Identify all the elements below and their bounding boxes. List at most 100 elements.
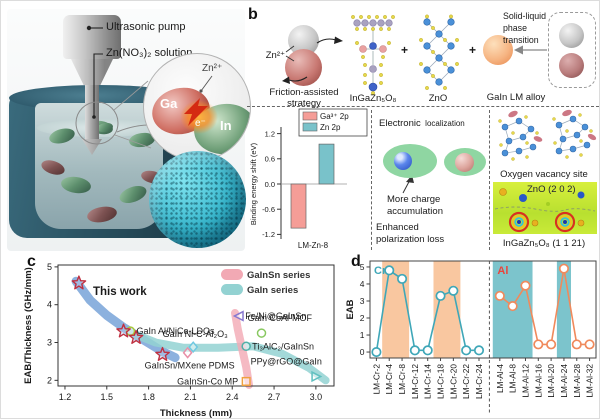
x-tick-label: LM-Cr-20: [448, 364, 458, 399]
x-tick-label: LM-Al-4: [495, 364, 505, 393]
spark-glow: [180, 100, 218, 134]
lightning-icon: [184, 98, 208, 126]
lm-particle-sphere: [285, 49, 322, 86]
ga-label: Ga: [160, 96, 178, 111]
porous-microsphere: [149, 151, 246, 248]
y-tick-label: -0.6: [262, 205, 275, 214]
data-point-LM-Al-24: [558, 263, 569, 274]
point-label: Fe/Ni@GaInSn: [245, 311, 306, 321]
legend-swatch: [221, 269, 243, 280]
legend-swatch: [302, 122, 318, 132]
this-work-star: [71, 275, 87, 290]
panel-b-label: b: [248, 6, 258, 23]
data-point-LM-Al-28: [571, 339, 582, 350]
data-point-LM-Cr-2: [371, 346, 382, 358]
x-tick-label: 2.7: [268, 392, 281, 402]
data-point-circle: [241, 341, 251, 352]
data-point-LM-Cr-22: [461, 345, 472, 356]
data-point-square: [241, 376, 251, 387]
y-tick-label: 0.6: [265, 155, 275, 164]
x-tick-label: LM-Cr-24: [474, 364, 484, 399]
x-tick-label: 2.4: [226, 392, 239, 402]
transition-arrow-icon: [514, 45, 523, 55]
legend-label: GaIn series: [247, 285, 298, 296]
data-point-triangle-right: [311, 370, 323, 383]
x-tick-label: LM-Cr-18: [436, 364, 446, 399]
y-axis-title: EAB/Thickness (GHz/mm): [23, 267, 34, 384]
legend-label: Ga³⁺ 2p: [320, 112, 349, 121]
igzo-plane-label: InGaZn₅O₈ (1 1 21): [502, 238, 586, 249]
x-tick-label: LM-Al-16: [533, 364, 543, 398]
data-point-LM-Cr-14: [422, 345, 433, 356]
pointer-dot: [92, 115, 96, 119]
plus-sign: +: [401, 43, 409, 57]
electronic-localization-title: Electronic localization: [379, 118, 465, 129]
ga-in-inset: Ga In e⁻ Zn²⁺: [143, 53, 251, 161]
molecule-ingazn5o8: [351, 15, 395, 95]
x-axis-label: LM-Zn-8: [298, 241, 329, 250]
data-point-LM-Cr-24: [473, 345, 485, 356]
data-point-LM-Cr-4: [384, 265, 395, 276]
igzo-formula: InGaZn₅O₈: [349, 93, 397, 104]
metal-atom-sphere: [394, 152, 412, 170]
x-tick-label: LM-Al-32: [585, 364, 595, 398]
point-label: GaInSn-Co MP: [177, 376, 238, 386]
x-tick-label: 3.0: [310, 392, 323, 402]
solution-annotation: Zn(NO₃)₂ solution: [106, 47, 193, 59]
point-label: GaInSn/MXene PDMS: [145, 361, 235, 371]
y-tick-label: 2: [47, 375, 52, 385]
x-axis-title: Thickness (mm): [160, 408, 232, 419]
legend-swatch: [302, 111, 318, 121]
binding-energy-bar-chart: 1.2 0.6 0.0 -0.6 -1.2 Binding energy shift (e…: [249, 108, 368, 250]
y-tick-label: 4: [47, 300, 52, 310]
in-label: In: [220, 118, 232, 133]
highlight-band-Al: [556, 261, 571, 358]
bar-Ga³⁺ 2p: [290, 183, 307, 229]
this-work-star: [116, 323, 131, 338]
zno-plane-label: ZnO (2 0 2): [527, 184, 576, 195]
zoom-circle: [75, 101, 119, 145]
y-tick-label: 5: [47, 262, 52, 272]
legend-label: Zn 2p: [320, 123, 341, 132]
this-work-annotation: This work: [93, 286, 147, 298]
plus-sign: +: [469, 43, 477, 57]
x-tick-label: 1.8: [142, 392, 155, 402]
this-work-band: [71, 276, 180, 363]
y-tick-label: 0.0: [265, 180, 275, 189]
x-tick-label: LM-Al-28: [572, 364, 582, 398]
point-label: PPy@rGO@GaIn: [251, 357, 322, 367]
group-label-Cr: Cr: [374, 265, 387, 277]
phase-box: [548, 12, 596, 88]
data-point-LM-Al-32: [584, 339, 595, 350]
zno-formula: ZnO: [428, 93, 448, 104]
y-axis-title: EAB: [346, 299, 356, 319]
point-label: Ti₃AlC₂/GaInSn: [252, 341, 314, 351]
phase-transition-label: Solid-liquid phase transition: [503, 11, 547, 45]
comparison-scatter-chart: 1.2 1.5 1.8 2.1 2.4 2.7 3.0 2 3 4 5 Thickness (mm) E…: [23, 262, 335, 419]
this-work-star: [155, 346, 170, 362]
point-label: GaIn CoAl-MOF: [248, 313, 313, 323]
group-label-Al: Al: [497, 265, 508, 277]
this-work-star: [128, 329, 144, 345]
bar-Zn 2p: [318, 143, 335, 185]
charge-density-details: [494, 188, 596, 233]
zn-ion-pointer: [199, 75, 213, 93]
x-tick-label: LM-Al-8: [508, 364, 518, 393]
x-tick-label: LM-Cr-2: [371, 364, 381, 395]
panel-c-label: c: [27, 253, 36, 270]
pump-shaft: [85, 85, 99, 139]
friction-arrow-icon: [282, 76, 290, 84]
data-point-LM-Cr-18: [435, 290, 446, 301]
x-tick-label: LM-Cr-8: [397, 364, 407, 395]
data-point-LM-Al-20: [546, 339, 557, 350]
gain-lm-alloy-sphere: [483, 35, 513, 65]
zn-ion-label: Zn²⁺: [202, 63, 223, 74]
polarization-loss-label: Enhanced polarization loss: [376, 222, 445, 245]
plot-frame: [57, 264, 335, 387]
charge-accumulation-label: More charge accumulation: [387, 194, 443, 217]
legend-swatch: [221, 284, 243, 295]
x-tick-label: LM-Cr-22: [461, 364, 471, 399]
electron-label: e⁻: [195, 118, 206, 129]
